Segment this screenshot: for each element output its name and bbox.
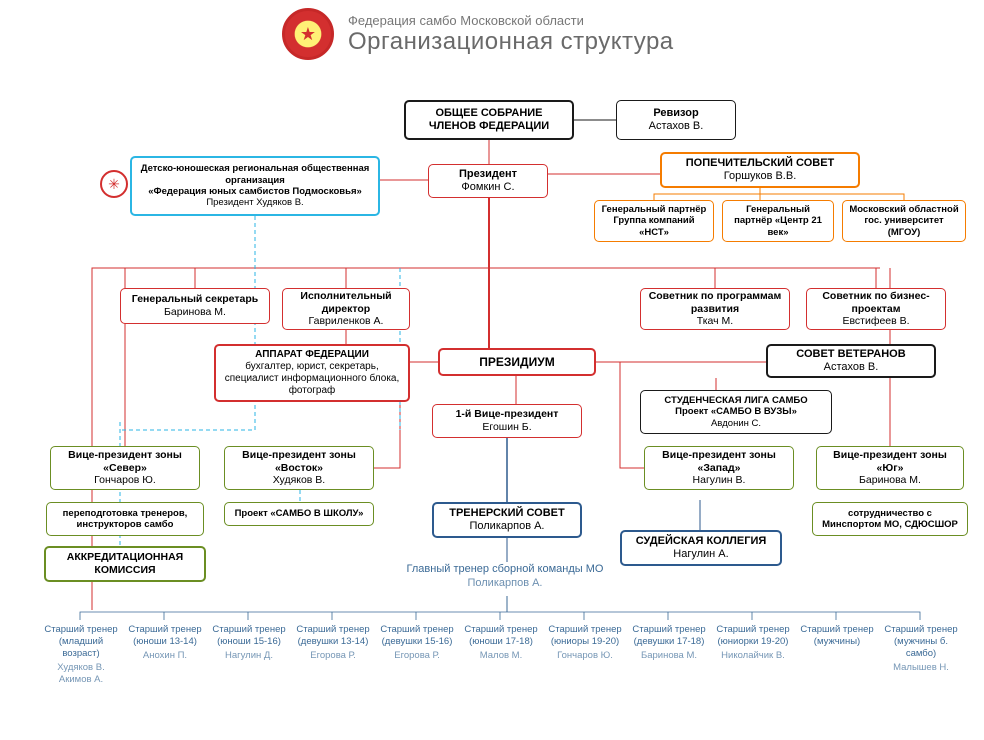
node-name: Астахов В.: [649, 120, 704, 133]
node-name: Авдонин С.: [711, 418, 761, 429]
node-name: Худяков В.: [273, 474, 325, 487]
node-partner_nst: Генеральный партнёр Группа компаний «НСТ…: [594, 200, 714, 242]
node-judge: СУДЕЙСКАЯ КОЛЛЕГИЯНагулин А.: [620, 530, 782, 566]
node-name: Нагулин В.: [693, 474, 746, 487]
node-minsport: сотрудничество с Минспортом МО, СДЮСШОР: [812, 502, 968, 536]
node-title: Вице-президент зоны «Запад»: [651, 449, 787, 474]
node-title: ОБЩЕЕ СОБРАНИЕ ЧЛЕНОВ ФЕДЕРАЦИИ: [412, 107, 566, 133]
node-title: Московский областной гос. университет (М…: [849, 204, 959, 238]
node-name: Нагулин А.: [673, 548, 728, 561]
node-title: сотрудничество с Минспортом МО, СДЮСШОР: [819, 508, 961, 531]
node-name: Гончаров Ю.: [94, 474, 156, 487]
trainer-5: Старший тренер (юноши 17-18)Малов М.: [460, 624, 542, 662]
node-name: Баринова М.: [164, 306, 226, 319]
node-name: Баринова М.: [859, 474, 921, 487]
node-title: ТРЕНЕРСКИЙ СОВЕТ: [449, 507, 565, 520]
node-partner_mgou: Московский областной гос. университет (М…: [842, 200, 966, 242]
node-title: СОВЕТ ВЕТЕРАНОВ: [796, 348, 905, 361]
node-title: Проект «САМБО В ШКОЛУ»: [235, 508, 364, 519]
trainer-4: Старший тренер (девушки 15-16)Егорова Р.: [376, 624, 458, 662]
node-title: Генеральный партнёр «Центр 21 век»: [729, 204, 827, 238]
node-retrain: переподготовка тренеров, инструкторов са…: [46, 502, 204, 536]
node-president: ПрезидентФомкин С.: [428, 164, 548, 198]
trainer-8: Старший тренер (юниорки 19-20)Николайчик…: [712, 624, 794, 662]
trainer-9: Старший тренер (мужчины): [796, 624, 878, 650]
node-title: СТУДЕНЧЕСКАЯ ЛИГА САМБО Проект «САМБО В …: [647, 395, 825, 418]
node-title: Ревизор: [653, 107, 698, 120]
node-partner_c21: Генеральный партнёр «Центр 21 век»: [722, 200, 834, 242]
node-student: СТУДЕНЧЕСКАЯ ЛИГА САМБО Проект «САМБО В …: [640, 390, 832, 434]
node-gensek: Генеральный секретарьБаринова М.: [120, 288, 270, 324]
node-assembly: ОБЩЕЕ СОБРАНИЕ ЧЛЕНОВ ФЕДЕРАЦИИ: [404, 100, 574, 140]
node-title: Вице-президент зоны «Восток»: [231, 449, 367, 474]
header-title: Организационная структура: [348, 28, 674, 56]
node-name: Астахов В.: [824, 361, 879, 374]
node-youth: Детско-юношеская региональная общественн…: [130, 156, 380, 216]
node-vpz_vostok: Вице-президент зоны «Восток»Худяков В.: [224, 446, 374, 490]
node-vp1: 1-й Вице-президентЕгошин Б.: [432, 404, 582, 438]
node-revisor: РевизорАстахов В.: [616, 100, 736, 140]
node-vpz_yug: Вице-президент зоны «Юг»Баринова М.: [816, 446, 964, 490]
node-title: Вице-президент зоны «Север»: [57, 449, 193, 474]
node-name: бухгалтер, юрист, секретарь, специалист …: [222, 361, 402, 397]
node-name: Горшуков В.В.: [724, 170, 797, 183]
youth-logo: ✳: [100, 170, 128, 198]
node-title: Генеральный секретарь: [132, 293, 258, 306]
node-name: Евстифеев В.: [842, 315, 909, 328]
node-title: Генеральный партнёр Группа компаний «НСТ…: [601, 204, 707, 238]
node-vpz_zapad: Вице-президент зоны «Запад»Нагулин В.: [644, 446, 794, 490]
node-title: Президент: [459, 168, 517, 181]
header-subtitle: Федерация самбо Московской области: [348, 13, 674, 28]
trainer-7: Старший тренер (девушки 17-18)Баринова М…: [628, 624, 710, 662]
trainer-6: Старший тренер (юниоры 19-20)Гончаров Ю.: [544, 624, 626, 662]
federation-logo: [282, 8, 334, 60]
node-name: Егошин Б.: [482, 421, 531, 434]
trainer-0: Старший тренер (младший возраст)Худяков …: [40, 624, 122, 685]
node-presidium: ПРЕЗИДИУМ: [438, 348, 596, 376]
node-vpz_sever: Вице-президент зоны «Север»Гончаров Ю.: [50, 446, 200, 490]
node-name: Поликарпов А.: [469, 520, 544, 533]
node-accred: АККРЕДИТАЦИОННАЯ КОМИССИЯ: [44, 546, 206, 582]
node-sov_biz: Советник по бизнес-проектамЕвстифеев В.: [806, 288, 946, 330]
node-veterans: СОВЕТ ВЕТЕРАНОВАстахов В.: [766, 344, 936, 378]
node-name: Гавриленков А.: [309, 315, 384, 328]
node-title: 1-й Вице-президент: [456, 408, 559, 421]
node-title: Вице-президент зоны «Юг»: [823, 449, 957, 474]
node-title: переподготовка тренеров, инструкторов са…: [53, 508, 197, 531]
node-title: Детско-юношеская региональная общественн…: [138, 163, 372, 186]
node-name: Ткач М.: [697, 315, 733, 328]
node-title: АККРЕДИТАЦИОННАЯ КОМИССИЯ: [52, 551, 198, 576]
trainer-2: Старший тренер (юноши 15-16)Нагулин Д.: [208, 624, 290, 662]
node-title: Советник по программам развития: [647, 290, 783, 315]
node-title: ПРЕЗИДИУМ: [479, 355, 554, 369]
node-apparat: АППАРАТ ФЕДЕРАЦИИбухгалтер, юрист, секре…: [214, 344, 410, 402]
trainer-3: Старший тренер (девушки 13-14)Егорова Р.: [292, 624, 374, 662]
node-execdir: Исполнительный директорГавриленков А.: [282, 288, 410, 330]
page-header: Федерация самбо Московской области Орган…: [282, 8, 674, 60]
node-title: СУДЕЙСКАЯ КОЛЛЕГИЯ: [636, 535, 767, 548]
node-sov_dev: Советник по программам развитияТкач М.: [640, 288, 790, 330]
node-school: Проект «САМБО В ШКОЛУ»: [224, 502, 374, 526]
node-name: Фомкин С.: [461, 181, 514, 194]
node-name: Президент Худяков В.: [206, 197, 303, 208]
head-trainer: Главный тренер сборной команды МОПоликар…: [395, 562, 615, 591]
node-title: Советник по бизнес-проектам: [813, 290, 939, 315]
node-title: Исполнительный директор: [289, 290, 403, 315]
node-title: АППАРАТ ФЕДЕРАЦИИ: [255, 349, 369, 361]
node-title: ПОПЕЧИТЕЛЬСКИЙ СОВЕТ: [686, 157, 835, 170]
node-trustees: ПОПЕЧИТЕЛЬСКИЙ СОВЕТГоршуков В.В.: [660, 152, 860, 188]
node-coachcouncil: ТРЕНЕРСКИЙ СОВЕТПоликарпов А.: [432, 502, 582, 538]
trainer-1: Старший тренер (юноши 13-14)Анохин П.: [124, 624, 206, 662]
trainer-10: Старший тренер (мужчины б. самбо)Малышев…: [880, 624, 962, 674]
